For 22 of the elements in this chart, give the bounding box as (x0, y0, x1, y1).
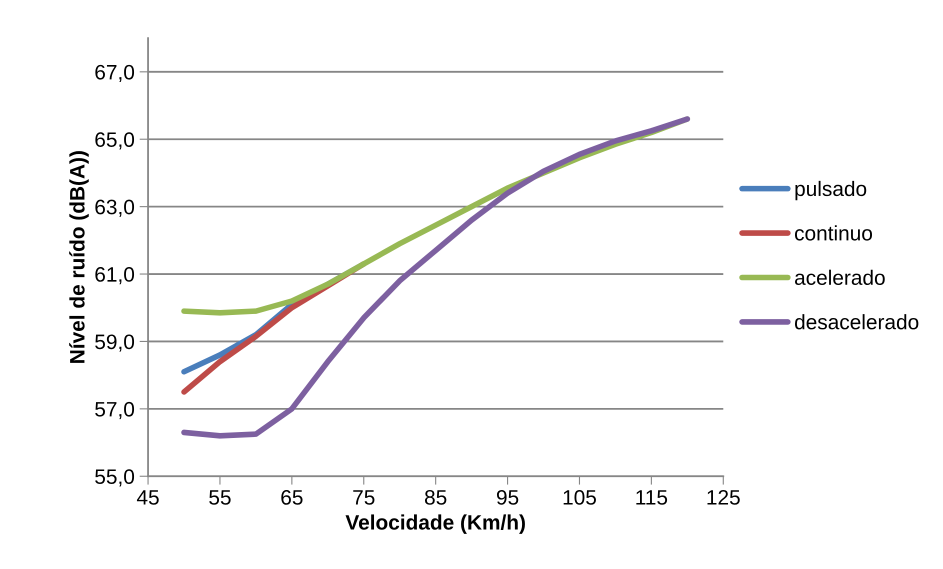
x-tick-label: 95 (496, 490, 518, 505)
y-tick-label: 67,0 (95, 64, 134, 82)
legend-label: desacelerado (794, 314, 918, 330)
y-tick-label: 65,0 (95, 132, 134, 150)
x-tick-label: 115 (636, 490, 668, 505)
y-tick-label: 59,0 (95, 334, 134, 352)
y-tick-label: 61,0 (95, 267, 134, 284)
y-tick-label: 57,0 (95, 402, 134, 420)
x-tick-label: 65 (281, 490, 303, 505)
x-tick-label: 55 (209, 490, 231, 505)
legend-label: pulsado (795, 180, 866, 200)
x-tick-label: 75 (353, 490, 374, 505)
x-tick-label: 45 (136, 490, 159, 505)
y-tick-label: 55,0 (95, 469, 134, 486)
x-tick-label: 125 (707, 490, 740, 505)
x-tick-label: 85 (424, 490, 446, 505)
y-tick-label: 63,0 (95, 200, 134, 217)
y-axis-title: Nível de ruído (dB(A)) (69, 151, 89, 363)
x-axis-title: Velocidade (Km/h) (346, 514, 525, 534)
x-tick-label: 105 (564, 490, 596, 505)
legend-label: continuo (795, 225, 872, 241)
legend-label: acelerado (795, 270, 885, 285)
